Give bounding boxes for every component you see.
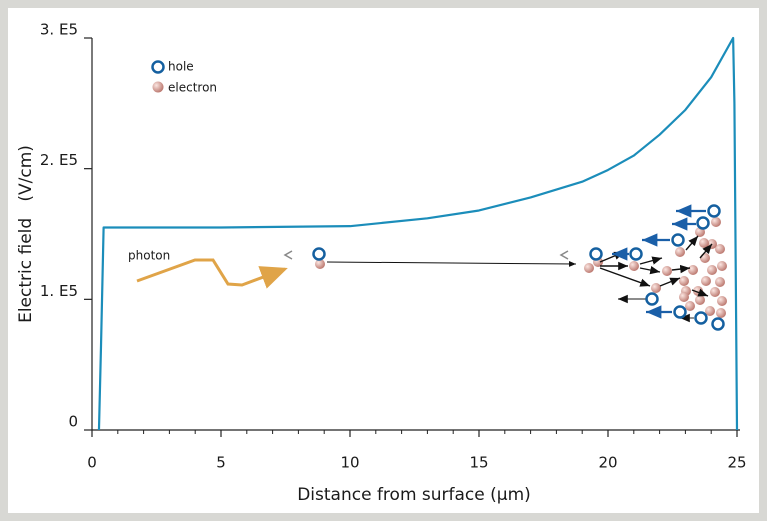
x-tick-label: 15 — [469, 454, 488, 472]
y-tick-label: 1. E5 — [40, 282, 78, 300]
legend-label: hole — [168, 60, 194, 74]
y-tick-label: 0 — [68, 413, 78, 431]
page: Electric field (V/cm) Distance from surf… — [0, 0, 767, 521]
x-tick-label: 25 — [727, 454, 746, 472]
y-tick-label: 2. E5 — [40, 151, 78, 169]
y-tick-label: 3. E5 — [40, 21, 78, 39]
y-axis-title: Electric field (V/cm) — [16, 145, 36, 323]
annotation: photon — [128, 249, 170, 263]
x-tick-label: 20 — [598, 454, 617, 472]
plot-panel — [8, 8, 759, 513]
legend-electron-icon — [153, 82, 164, 93]
legend-hole-icon — [153, 62, 164, 73]
x-tick-label: 5 — [216, 454, 226, 472]
x-axis-title: Distance from surface (µm) — [297, 485, 531, 505]
legend-label: electron — [168, 81, 217, 95]
x-tick-label: 0 — [87, 454, 97, 472]
chart: Electric field (V/cm) Distance from surf… — [0, 0, 767, 521]
x-tick-label: 10 — [340, 454, 359, 472]
